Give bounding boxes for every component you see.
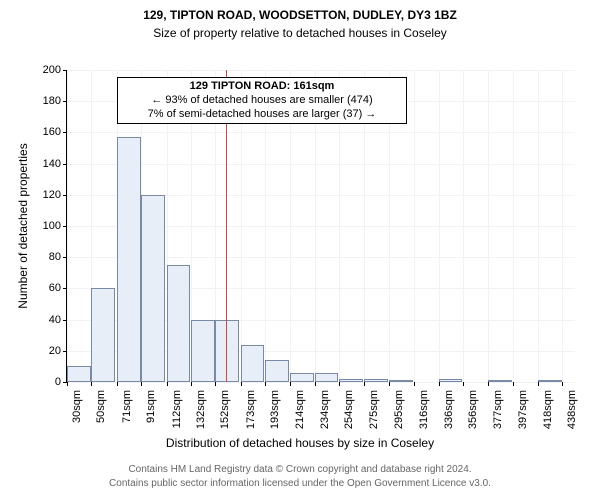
x-tick-mark (117, 382, 118, 386)
x-tick-label: 418sqm (542, 390, 554, 444)
x-tick-label: 173sqm (245, 390, 257, 444)
annotation-line: 7% of semi-detached houses are larger (3… (122, 108, 402, 122)
footer-line-1: Contains HM Land Registry data © Crown c… (0, 464, 600, 475)
x-tick-label: 50sqm (95, 390, 107, 444)
y-axis-label: Number of detached properties (16, 70, 30, 382)
annotation-title: 129 TIPTON ROAD: 161sqm (122, 80, 402, 94)
gridline-v (538, 70, 539, 382)
x-tick-mark (241, 382, 242, 386)
x-tick-mark (389, 382, 390, 386)
x-tick-mark (167, 382, 168, 386)
gridline-v (67, 70, 68, 382)
x-tick-label: 214sqm (294, 390, 306, 444)
x-tick-mark (215, 382, 216, 386)
x-tick-mark (562, 382, 563, 386)
histogram-bar (439, 379, 463, 382)
x-tick-label: 377sqm (492, 390, 504, 444)
annotation-line: ← 93% of detached houses are smaller (47… (122, 94, 402, 108)
x-tick-mark (265, 382, 266, 386)
histogram-bar (117, 137, 141, 382)
gridline-v (414, 70, 415, 382)
gridline-v (562, 70, 563, 382)
x-tick-label: 397sqm (517, 390, 529, 444)
x-tick-label: 193sqm (269, 390, 281, 444)
x-tick-label: 254sqm (343, 390, 355, 444)
x-tick-mark (439, 382, 440, 386)
x-tick-mark (290, 382, 291, 386)
gridline-h (67, 382, 575, 383)
x-tick-mark (191, 382, 192, 386)
x-tick-mark (414, 382, 415, 386)
gridline-h (67, 70, 575, 71)
gridline-v (488, 70, 489, 382)
gridline-v (513, 70, 514, 382)
x-tick-mark (538, 382, 539, 386)
x-tick-mark (67, 382, 68, 386)
histogram-bar (141, 195, 165, 382)
histogram-bar (167, 265, 191, 382)
footer-line-2: Contains public sector information licen… (0, 478, 600, 489)
histogram-bar (191, 320, 215, 382)
gridline-v (439, 70, 440, 382)
histogram-bar (91, 288, 115, 382)
histogram-bar (389, 380, 413, 382)
x-tick-label: 316sqm (418, 390, 430, 444)
gridline-h (67, 132, 575, 133)
x-tick-label: 438sqm (566, 390, 578, 444)
plot-area: 02040608010012014016018020030sqm50sqm71s… (66, 70, 575, 383)
histogram-bar (290, 373, 314, 382)
x-tick-label: 234sqm (319, 390, 331, 444)
x-tick-mark (488, 382, 489, 386)
x-tick-mark (364, 382, 365, 386)
x-tick-mark (463, 382, 464, 386)
x-tick-mark (91, 382, 92, 386)
x-tick-label: 30sqm (71, 390, 83, 444)
x-tick-label: 336sqm (443, 390, 455, 444)
histogram-bar (67, 366, 91, 382)
x-tick-mark (513, 382, 514, 386)
x-tick-label: 295sqm (393, 390, 405, 444)
gridline-h (67, 164, 575, 165)
histogram-bar (241, 345, 265, 382)
chart-container: { "title": "129, TIPTON ROAD, WOODSETTON… (0, 0, 600, 500)
annotation-box: 129 TIPTON ROAD: 161sqm← 93% of detached… (117, 77, 407, 124)
histogram-bar (538, 380, 562, 382)
x-tick-label: 356sqm (467, 390, 479, 444)
x-tick-label: 275sqm (368, 390, 380, 444)
x-tick-mark (315, 382, 316, 386)
x-tick-label: 91sqm (145, 390, 157, 444)
x-tick-label: 112sqm (171, 390, 183, 444)
x-tick-label: 71sqm (121, 390, 133, 444)
histogram-bar (339, 379, 363, 382)
gridline-v (463, 70, 464, 382)
chart-title: 129, TIPTON ROAD, WOODSETTON, DUDLEY, DY… (0, 8, 600, 22)
x-tick-label: 152sqm (219, 390, 231, 444)
histogram-bar (364, 379, 388, 382)
x-tick-label: 132sqm (195, 390, 207, 444)
chart-subtitle: Size of property relative to detached ho… (0, 26, 600, 40)
histogram-bar (265, 360, 289, 382)
x-tick-mark (339, 382, 340, 386)
histogram-bar (315, 373, 339, 382)
histogram-bar (488, 380, 512, 382)
x-tick-mark (141, 382, 142, 386)
